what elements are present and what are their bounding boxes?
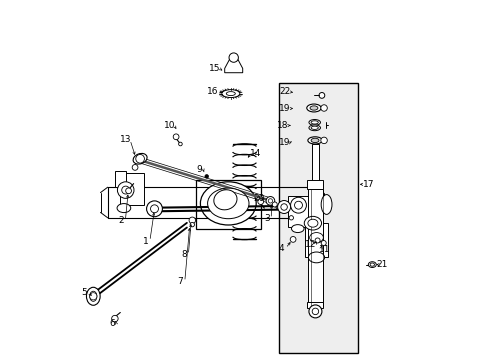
Ellipse shape: [309, 106, 317, 110]
Ellipse shape: [89, 291, 97, 301]
Text: 6: 6: [109, 320, 115, 328]
Circle shape: [290, 197, 306, 213]
Text: 9: 9: [196, 165, 201, 174]
Circle shape: [150, 205, 158, 213]
Circle shape: [228, 53, 238, 62]
Circle shape: [89, 293, 97, 300]
Bar: [307, 180, 323, 189]
Circle shape: [125, 188, 131, 194]
Text: 14: 14: [249, 149, 261, 158]
Text: 13: 13: [120, 135, 131, 144]
Text: 18: 18: [277, 121, 288, 130]
Circle shape: [268, 199, 272, 203]
Bar: [120, 173, 143, 205]
Polygon shape: [224, 58, 242, 73]
Text: 19: 19: [279, 139, 290, 148]
Circle shape: [321, 240, 325, 246]
Circle shape: [280, 204, 287, 210]
Text: 2: 2: [118, 216, 123, 225]
Text: 16: 16: [207, 87, 219, 96]
Ellipse shape: [117, 204, 130, 212]
Circle shape: [308, 305, 321, 318]
Text: 5: 5: [81, 288, 87, 297]
Ellipse shape: [86, 287, 100, 305]
Ellipse shape: [291, 225, 304, 233]
Text: 10: 10: [163, 121, 175, 130]
Ellipse shape: [307, 219, 317, 227]
Ellipse shape: [308, 120, 320, 125]
Ellipse shape: [222, 90, 239, 98]
Ellipse shape: [304, 216, 321, 230]
Ellipse shape: [310, 121, 318, 124]
Circle shape: [314, 238, 320, 243]
Text: 15: 15: [209, 64, 220, 73]
Circle shape: [189, 217, 195, 224]
Ellipse shape: [310, 126, 318, 130]
Circle shape: [146, 201, 162, 217]
Circle shape: [122, 186, 129, 194]
Circle shape: [190, 222, 194, 227]
Text: 19: 19: [279, 104, 290, 113]
Ellipse shape: [306, 104, 321, 112]
Ellipse shape: [200, 182, 256, 225]
Ellipse shape: [307, 137, 322, 144]
Bar: [278, 83, 357, 353]
Text: 21: 21: [376, 260, 387, 269]
Circle shape: [288, 216, 293, 220]
Text: 1: 1: [142, 237, 148, 246]
Circle shape: [117, 182, 134, 198]
Circle shape: [136, 154, 144, 163]
Ellipse shape: [309, 233, 323, 243]
Circle shape: [311, 308, 318, 315]
Ellipse shape: [367, 262, 375, 267]
Circle shape: [277, 201, 290, 213]
Bar: [115, 171, 125, 187]
Bar: [307, 184, 322, 306]
Bar: [287, 196, 309, 227]
Ellipse shape: [133, 153, 147, 164]
Text: 17: 17: [362, 180, 374, 189]
Bar: [305, 223, 328, 257]
Bar: [307, 302, 323, 308]
Circle shape: [294, 201, 302, 209]
Circle shape: [318, 93, 324, 98]
Text: 12: 12: [305, 240, 316, 249]
Text: 22: 22: [279, 87, 290, 96]
Ellipse shape: [310, 138, 318, 143]
Ellipse shape: [321, 194, 331, 215]
Text: 8: 8: [181, 251, 186, 259]
Text: 4: 4: [278, 244, 284, 253]
Circle shape: [289, 237, 295, 242]
Circle shape: [178, 142, 182, 146]
Circle shape: [111, 315, 118, 322]
Bar: [196, 180, 260, 229]
Ellipse shape: [207, 188, 248, 219]
Text: 3: 3: [264, 215, 269, 223]
Ellipse shape: [226, 91, 235, 96]
Text: 20: 20: [253, 194, 264, 202]
Ellipse shape: [308, 252, 324, 263]
Circle shape: [320, 137, 326, 144]
Circle shape: [320, 105, 326, 111]
Ellipse shape: [213, 190, 237, 210]
Circle shape: [265, 197, 274, 205]
Bar: [311, 144, 318, 184]
Circle shape: [132, 165, 138, 170]
Circle shape: [272, 202, 277, 207]
Text: 11: 11: [319, 245, 330, 253]
Circle shape: [204, 175, 208, 178]
Circle shape: [173, 134, 179, 140]
Circle shape: [257, 199, 263, 204]
Ellipse shape: [369, 263, 374, 266]
Ellipse shape: [308, 125, 320, 131]
Text: 7: 7: [177, 277, 183, 287]
